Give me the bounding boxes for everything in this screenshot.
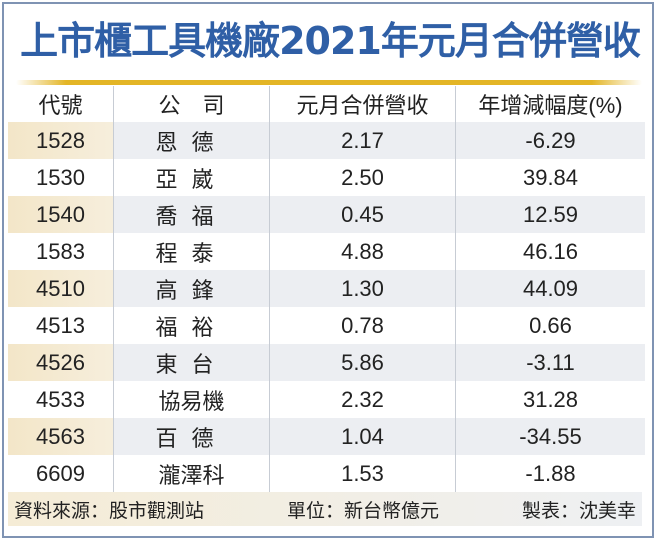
cell-company: 福裕 bbox=[113, 307, 270, 344]
cell-revenue: 4.88 bbox=[269, 233, 456, 270]
cell-code: 4513 bbox=[36, 312, 85, 338]
cell-revenue: 1.04 bbox=[269, 418, 456, 455]
cell-code: 4533 bbox=[36, 386, 85, 412]
cell-code: 1540 bbox=[8, 196, 114, 233]
cell-revenue: 0.78 bbox=[269, 307, 456, 344]
source-note: 資料來源：股市觀測站 bbox=[14, 500, 205, 522]
cell-company: 瀧澤科 bbox=[113, 455, 270, 492]
cell-revenue: 2.17 bbox=[269, 122, 456, 159]
cell-revenue: 2.32 bbox=[269, 381, 456, 418]
cell-revenue: 5.86 bbox=[269, 344, 456, 381]
cell-yoy: 31.28 bbox=[455, 381, 645, 418]
footer: 資料來源：股市觀測站 單位：新台幣億元 製表：沈美幸 bbox=[8, 492, 642, 526]
cell-yoy: 0.66 bbox=[455, 307, 645, 344]
cell-revenue: 1.53 bbox=[269, 455, 456, 492]
cell-yoy: 39.84 bbox=[455, 159, 645, 196]
cell-yoy: 44.09 bbox=[455, 270, 645, 307]
cell-code: 1583 bbox=[36, 238, 85, 264]
cell-code: 4526 bbox=[8, 344, 114, 381]
table-row: 1583 程泰 4.88 46.16 bbox=[8, 233, 645, 270]
author-note: 製表：沈美幸 bbox=[521, 500, 636, 522]
cell-code: 6609 bbox=[36, 460, 85, 486]
header-code: 代號 bbox=[38, 93, 83, 118]
cell-code: 1530 bbox=[36, 164, 85, 190]
cell-company: 喬福 bbox=[113, 196, 270, 233]
cell-revenue: 2.50 bbox=[269, 159, 456, 196]
cell-yoy: 12.59 bbox=[455, 196, 645, 233]
chart-title: 上市櫃工具機廠2021年元月合併營收 bbox=[20, 19, 641, 63]
cell-yoy: -6.29 bbox=[455, 122, 645, 159]
cell-company: 百德 bbox=[113, 418, 270, 455]
table-row: 4563 百德 1.04 -34.55 bbox=[8, 418, 645, 455]
table-row: 1540 喬福 0.45 12.59 bbox=[8, 196, 645, 233]
cell-company: 協易機 bbox=[113, 381, 270, 418]
table-row: 4533 協易機 2.32 31.28 bbox=[8, 381, 645, 418]
table-row: 4513 福裕 0.78 0.66 bbox=[8, 307, 645, 344]
cell-company: 亞崴 bbox=[113, 159, 270, 196]
cell-revenue: 1.30 bbox=[269, 270, 456, 307]
cell-yoy: -3.11 bbox=[455, 344, 645, 381]
table-row: 1530 亞崴 2.50 39.84 bbox=[8, 159, 645, 196]
title-divider bbox=[16, 80, 642, 85]
cell-revenue: 0.45 bbox=[269, 196, 456, 233]
unit-note: 單位：新台幣億元 bbox=[286, 500, 439, 522]
table-row: 6609 瀧澤科 1.53 -1.88 bbox=[8, 455, 645, 492]
cell-yoy: 46.16 bbox=[455, 233, 645, 270]
cell-company: 恩德 bbox=[113, 122, 270, 159]
cell-company: 高鋒 bbox=[113, 270, 270, 307]
header-revenue: 元月合併營收 bbox=[269, 86, 456, 122]
cell-yoy: -1.88 bbox=[455, 455, 645, 492]
table-row: 4526 東台 5.86 -3.11 bbox=[8, 344, 645, 381]
cell-code: 1528 bbox=[8, 122, 114, 159]
table-row: 4510 高鋒 1.30 44.09 bbox=[8, 270, 645, 307]
table-row: 1528 恩德 2.17 -6.29 bbox=[8, 122, 645, 159]
header-row: 代號 公 司 元月合併營收 年增減幅度(%) bbox=[8, 86, 645, 122]
cell-code: 4563 bbox=[8, 418, 114, 455]
header-company: 公 司 bbox=[113, 86, 270, 122]
cell-code: 4510 bbox=[8, 270, 114, 307]
revenue-table: 代號 公 司 元月合併營收 年增減幅度(%) 1528 恩德 2.17 -6.29 15… bbox=[8, 86, 645, 492]
cell-company: 程泰 bbox=[113, 233, 270, 270]
cell-yoy: -34.55 bbox=[455, 418, 645, 455]
cell-company: 東台 bbox=[113, 344, 270, 381]
header-yoy: 年增減幅度(%) bbox=[455, 86, 645, 122]
